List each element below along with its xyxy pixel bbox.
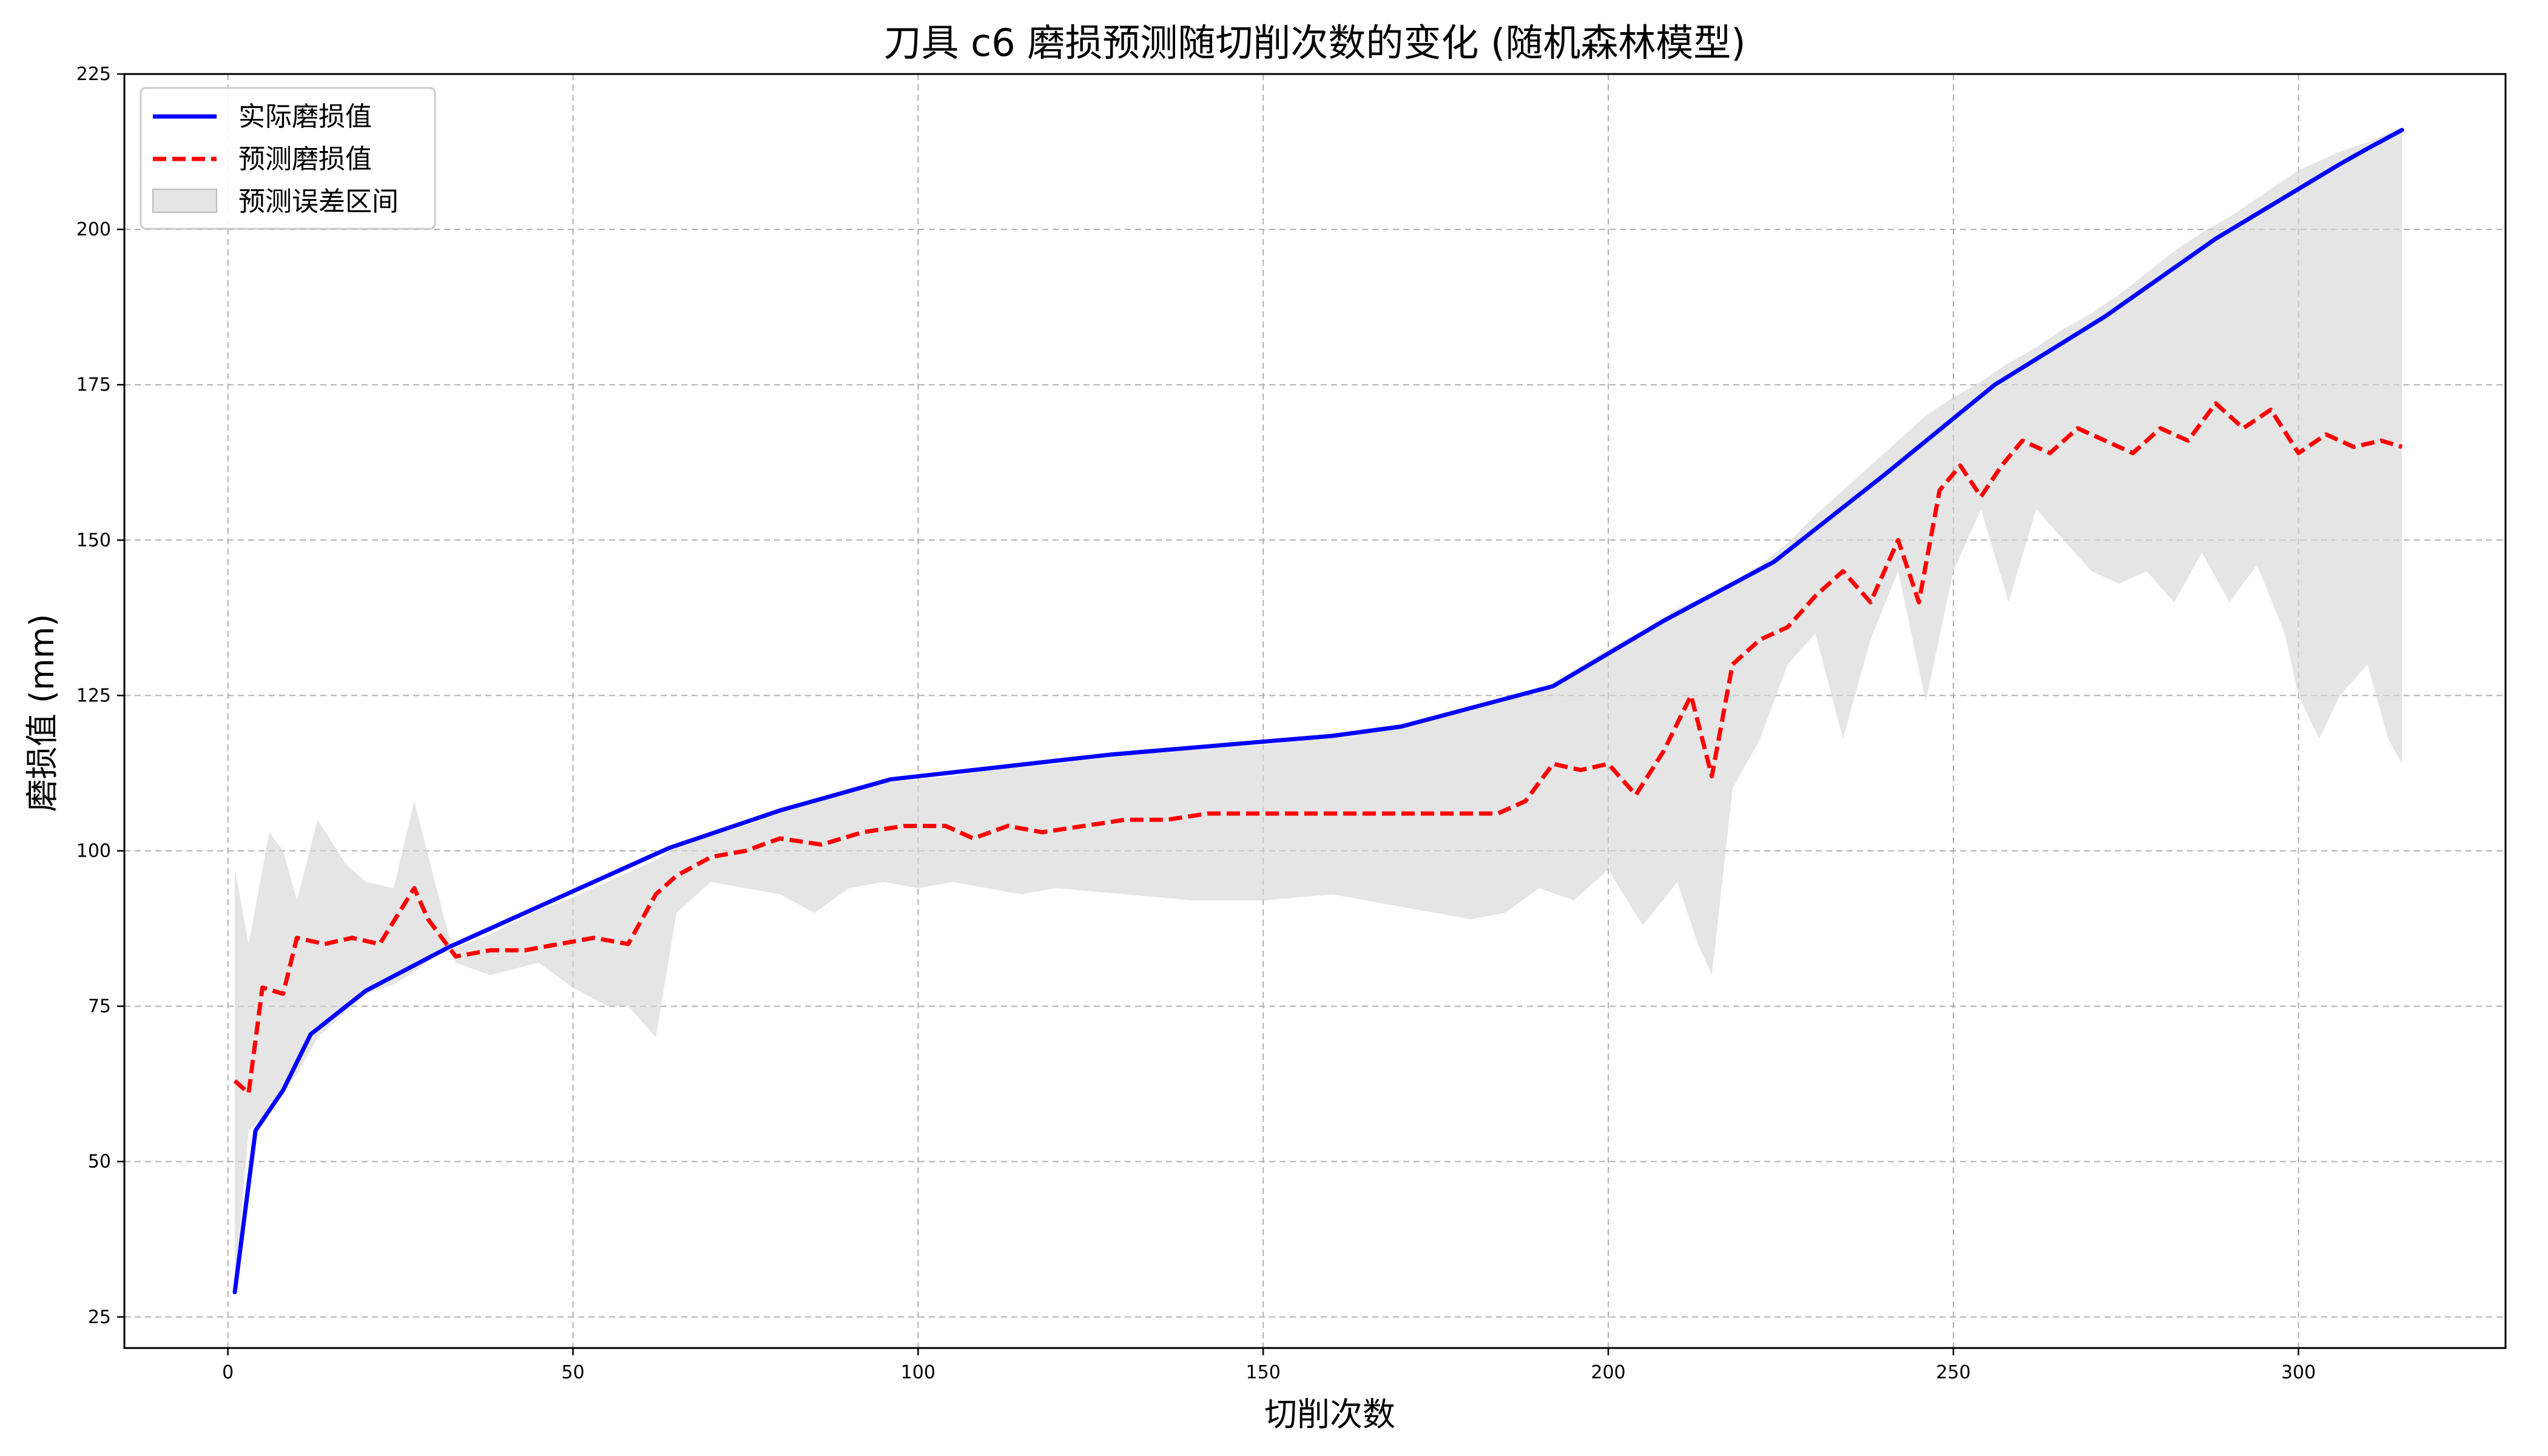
y-tick-label: 100 <box>76 840 111 861</box>
predicted-wear-line <box>233 401 2403 1096</box>
x-tick-label: 100 <box>901 1362 935 1383</box>
x-tick-label: 300 <box>2281 1362 2316 1383</box>
y-tick-label: 175 <box>76 374 111 396</box>
y-axis-ticks: 25 50 75 100 125 150 175 200 225 <box>76 64 124 1328</box>
y-tick-label: 150 <box>76 530 111 551</box>
x-tick-label: 150 <box>1246 1362 1281 1383</box>
legend-band-label: 预测误差区间 <box>238 186 399 217</box>
x-tick-label: 50 <box>561 1362 584 1383</box>
x-axis-ticks: 0 50 100 150 200 250 300 <box>222 1348 2316 1383</box>
error-band-layer <box>235 130 2402 1292</box>
x-tick-label: 250 <box>1936 1362 1970 1383</box>
legend-actual-label: 实际磨损值 <box>238 101 372 132</box>
actual-wear-line <box>232 127 2404 1295</box>
legend-predicted-label: 预测磨损值 <box>238 144 372 175</box>
y-tick-label: 225 <box>76 64 111 85</box>
chart-title: 刀具 c6 磨损预测随切削次数的变化 (随机森林模型) <box>883 21 1745 65</box>
error-band-area <box>235 130 2402 1292</box>
legend: 实际磨损值 预测磨损值 预测误差区间 <box>140 87 436 230</box>
x-axis-title: 切削次数 <box>1264 1395 1395 1434</box>
plot-frame <box>123 73 2507 1349</box>
y-tick-label: 200 <box>76 219 111 240</box>
x-tick-label: 200 <box>1591 1362 1625 1383</box>
y-tick-label: 125 <box>76 685 111 706</box>
y-tick-label: 25 <box>88 1307 111 1328</box>
legend-band-swatch <box>152 189 217 213</box>
y-tick-label: 75 <box>88 996 111 1017</box>
x-tick-label: 0 <box>222 1362 234 1383</box>
series-lines-layer <box>232 127 2404 1295</box>
y-tick-label: 50 <box>88 1151 111 1173</box>
y-axis-title: 磨损值 (mm) <box>23 614 61 812</box>
